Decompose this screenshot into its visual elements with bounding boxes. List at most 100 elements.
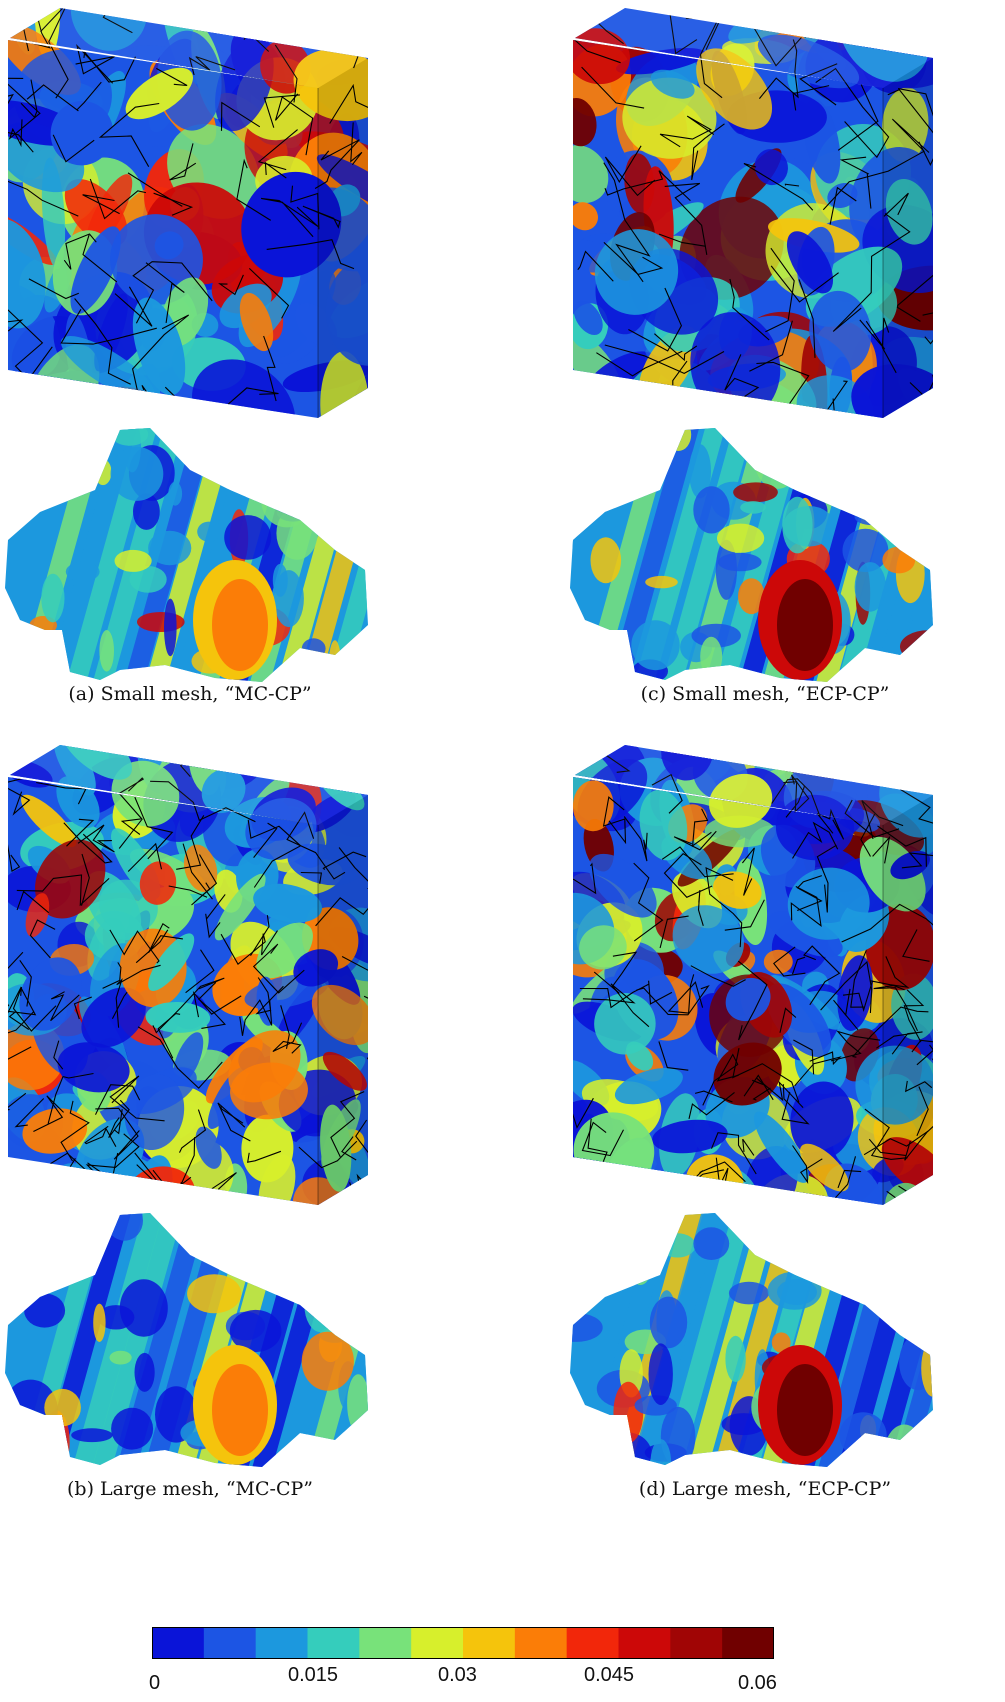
grain-boundary	[239, 999, 273, 1036]
grain-boundary	[8, 830, 21, 872]
grain-boundary	[109, 929, 160, 964]
field-patch	[235, 1213, 251, 1267]
field-patch	[897, 1237, 918, 1251]
field-patch	[53, 745, 96, 796]
colorbar-swatch	[307, 1627, 360, 1659]
grain-boundary	[841, 903, 933, 943]
field-patch	[649, 1296, 688, 1349]
grain-boundary	[300, 871, 323, 885]
grain-boundary	[752, 1077, 804, 1108]
grain-boundary	[909, 374, 933, 417]
grain-boundary	[669, 14, 698, 55]
field-patch	[717, 523, 765, 553]
field-patch	[214, 873, 266, 941]
grain-boundary	[815, 67, 890, 159]
field-patch	[630, 1256, 651, 1285]
grain-boundary	[263, 335, 277, 402]
panel-b-grain-render	[5, 1213, 368, 1467]
grain-boundary	[217, 1102, 251, 1142]
grain-boundary	[50, 991, 80, 1022]
field-patch	[579, 925, 627, 970]
grain-boundary	[792, 821, 839, 859]
side-face-shade	[883, 795, 933, 1205]
field-patch	[693, 1227, 730, 1260]
grain-boundary	[860, 813, 876, 857]
field-patch	[768, 911, 843, 957]
field-patch	[340, 745, 368, 779]
field-patch	[183, 844, 218, 892]
grain-boundary	[830, 1030, 881, 1062]
field-patch	[110, 428, 149, 446]
grain-boundary	[14, 1098, 45, 1128]
grain-boundary	[604, 145, 656, 197]
field-patch	[293, 949, 339, 987]
field-patch	[44, 1388, 81, 1427]
colorbar-swatch	[618, 1627, 671, 1659]
grain-boundary	[188, 56, 236, 76]
field-patch	[274, 1215, 328, 1232]
grain-boundary	[60, 1100, 90, 1162]
field-patch	[321, 1099, 361, 1169]
side-face-shade	[318, 795, 368, 1205]
grain-boundary	[887, 89, 933, 167]
field-patch	[890, 850, 930, 880]
field-patch	[261, 475, 313, 528]
grain-boundary	[8, 79, 41, 148]
colorbar-tick-4: 0.06	[738, 1672, 777, 1694]
grain-boundary	[315, 889, 368, 927]
grain-boundary	[220, 930, 278, 966]
field-patch	[50, 101, 114, 166]
colorbar-tick-1: 0.015	[288, 1664, 339, 1686]
grain-boundary	[870, 956, 910, 989]
grain-boundary	[859, 319, 886, 350]
panel-d-grain-render	[570, 1213, 933, 1467]
grain-boundary	[699, 1161, 746, 1183]
grain-boundary	[16, 890, 50, 914]
grain-boundary	[897, 88, 933, 122]
field-patch	[21, 794, 77, 848]
field-patch	[809, 290, 872, 373]
grain-boundary	[659, 915, 689, 949]
grain-boundary	[89, 178, 147, 220]
field-patch	[316, 154, 368, 216]
grain-boundary	[604, 754, 631, 773]
field-patch	[594, 992, 656, 1055]
field-patch	[342, 1437, 368, 1467]
field-patch	[570, 1313, 603, 1342]
grain-boundary	[60, 309, 157, 345]
grain-boundary	[274, 44, 298, 103]
grain-boundary	[52, 134, 95, 163]
grain-boundary	[902, 929, 930, 962]
field-patch	[254, 428, 305, 456]
grain-boundary	[864, 1108, 908, 1160]
panel-d	[565, 735, 945, 1467]
grain-boundary	[153, 192, 194, 216]
grain-boundary	[833, 988, 859, 1031]
field-patch	[700, 636, 723, 677]
grain-boundary	[84, 1125, 117, 1147]
grain-boundary	[883, 192, 909, 217]
colorbar-swatch	[514, 1627, 568, 1659]
field-patch	[322, 1051, 367, 1091]
field-patch	[292, 1177, 347, 1205]
field-patch	[234, 430, 290, 461]
grain-boundary	[36, 781, 87, 805]
grain-boundary	[603, 162, 651, 283]
grain-boundary	[699, 15, 723, 99]
grain-boundary	[257, 129, 298, 171]
grain-boundary	[218, 274, 244, 296]
field-patch	[334, 1279, 368, 1314]
field-patch	[8, 218, 46, 329]
field-patch	[8, 1426, 45, 1467]
grain-boundary	[861, 800, 904, 840]
grain-boundary	[688, 1091, 735, 1120]
field-patch	[574, 1171, 611, 1205]
grain-boundary	[168, 885, 208, 898]
field-patch	[855, 1045, 933, 1125]
field-patch	[18, 428, 55, 440]
grain-boundary	[8, 307, 53, 381]
grain-boundary	[603, 241, 664, 276]
colorbar-swatch	[722, 1627, 774, 1659]
field-patch	[301, 1331, 354, 1391]
grain-boundary	[314, 139, 360, 189]
